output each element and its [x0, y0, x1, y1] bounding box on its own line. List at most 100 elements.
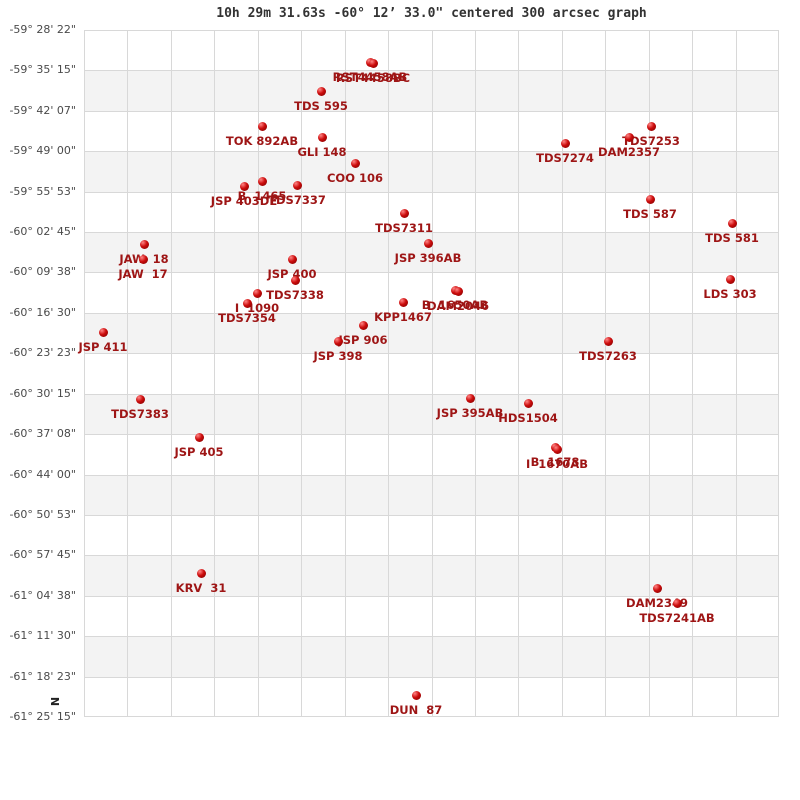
star-dot[interactable] — [287, 254, 297, 264]
gridline-vertical — [518, 30, 520, 717]
star-label[interactable]: TOK 892AB — [225, 134, 299, 148]
star-label[interactable]: GLI 148 — [297, 145, 347, 159]
star-dot[interactable] — [257, 121, 267, 131]
y-axis-tick-label: -61° 04' 38" — [9, 588, 76, 602]
star-label[interactable]: JAW 17 — [118, 267, 168, 281]
star-dot[interactable] — [398, 297, 408, 307]
y-axis-tick-label: -61° 25' 15" — [9, 710, 76, 723]
gridline-vertical — [561, 30, 563, 717]
star-label[interactable]: B 1650AB — [421, 298, 489, 312]
star-dot[interactable] — [523, 398, 533, 408]
star-dot[interactable] — [194, 432, 204, 442]
gridline-vertical — [301, 30, 303, 717]
y-axis-tick-label: -59° 42' 07" — [9, 103, 76, 117]
star-label[interactable]: JSP 396AB — [394, 251, 462, 265]
star-label[interactable]: KPP1467 — [374, 310, 432, 324]
star-dot[interactable] — [552, 444, 562, 454]
star-dot[interactable] — [350, 158, 360, 168]
star-label[interactable]: B 1465 — [237, 189, 287, 203]
star-label[interactable]: LDS 303 — [703, 287, 757, 301]
star-dot[interactable] — [257, 176, 267, 186]
star-dot[interactable] — [252, 288, 262, 298]
star-label[interactable]: TDS7241AB — [639, 611, 715, 625]
star-dot[interactable] — [196, 568, 206, 578]
star-label[interactable]: TDS7383 — [111, 407, 169, 421]
star-label[interactable]: TDS7354 — [218, 311, 276, 325]
star-label[interactable]: JSP 398 — [313, 349, 363, 363]
star-dot[interactable] — [465, 393, 475, 403]
star-label[interactable]: JSP 395AB — [436, 406, 504, 420]
star-label[interactable]: DAM2357 — [598, 145, 660, 159]
star-label[interactable]: RST4458BC — [335, 71, 411, 85]
star-label[interactable]: JAW 18 — [119, 252, 169, 266]
star-label[interactable]: TDS7274 — [536, 151, 594, 165]
star-dot[interactable] — [242, 298, 252, 308]
gridline-vertical — [344, 30, 346, 717]
y-axis-tick-label: -59° 55' 53" — [9, 184, 76, 198]
star-dot[interactable] — [290, 275, 300, 285]
star-dot[interactable] — [603, 336, 613, 346]
star-label[interactable]: JSP 403DE — [210, 194, 278, 208]
star-label[interactable]: DUN 87 — [389, 703, 443, 717]
gridline-vertical — [170, 30, 172, 717]
star-dot[interactable] — [727, 218, 737, 228]
star-dot[interactable] — [560, 138, 570, 148]
star-dot[interactable] — [646, 121, 656, 131]
star-dot[interactable] — [652, 583, 662, 593]
star-label[interactable]: TDS 587 — [623, 207, 677, 221]
y-axis-tick-label: -60° 16' 30" — [9, 305, 76, 319]
y-axis-tick-label: -61° 18' 23" — [9, 669, 76, 683]
y-axis-tick-label: -60° 02' 45" — [9, 225, 76, 239]
star-dot[interactable] — [368, 58, 378, 68]
star-label[interactable]: KRV 31 — [175, 581, 227, 595]
star-dot[interactable] — [624, 132, 634, 142]
star-label[interactable]: I 1670AB — [526, 457, 588, 471]
star-label[interactable]: TDS 595 — [294, 99, 348, 113]
star-label[interactable]: COO 106 — [326, 171, 384, 185]
y-axis-tick-label: -60° 57' 45" — [9, 548, 76, 562]
y-axis-tick-label: -60° 50' 53" — [9, 507, 76, 521]
star-dot[interactable] — [317, 132, 327, 142]
star-dot[interactable] — [98, 327, 108, 337]
star-label[interactable]: TDS7253 — [622, 134, 680, 148]
star-dot[interactable] — [135, 394, 145, 404]
star-dot[interactable] — [672, 598, 682, 608]
star-dot[interactable] — [292, 180, 302, 190]
star-label[interactable]: RST4458AB — [332, 70, 408, 84]
chart-title: 10h 29m 31.63s -60° 12’ 33.0" centered 3… — [216, 6, 647, 21]
star-label[interactable]: DAM2046 — [427, 299, 489, 313]
star-dot[interactable] — [725, 274, 735, 284]
y-axis-tick-label: -59° 49' 00" — [9, 144, 76, 158]
star-label[interactable]: DAM2349 — [626, 596, 688, 610]
y-axis-tick-label: -60° 09' 38" — [9, 265, 76, 279]
y-axis-tick-label: -60° 30' 15" — [9, 386, 76, 400]
star-label[interactable]: B 1678 — [530, 455, 580, 469]
star-dot[interactable] — [423, 238, 433, 248]
star-label[interactable]: JSP 411 — [78, 340, 128, 354]
star-label[interactable]: HDS1504 — [498, 411, 558, 425]
star-dot[interactable] — [411, 690, 421, 700]
gridline-vertical — [692, 30, 694, 717]
gridline-vertical — [127, 30, 129, 717]
star-label[interactable]: TDS 581 — [705, 231, 759, 245]
star-label[interactable]: TDS7311 — [375, 221, 433, 235]
star-dot[interactable] — [358, 320, 368, 330]
star-label[interactable]: TDS7337 — [268, 193, 326, 207]
plot-area — [84, 30, 779, 717]
star-dot[interactable] — [239, 181, 249, 191]
star-label[interactable]: TDS7263 — [579, 349, 637, 363]
star-label[interactable]: I 1090 — [234, 301, 280, 315]
star-dot[interactable] — [453, 286, 463, 296]
star-dot[interactable] — [139, 239, 149, 249]
y-axis-tick-label: -61° 11' 30" — [9, 629, 76, 643]
star-dot[interactable] — [645, 194, 655, 204]
star-label[interactable]: JSP 906 — [338, 333, 388, 347]
star-dot[interactable] — [399, 208, 409, 218]
star-label[interactable]: JSP 405 — [174, 445, 224, 459]
star-label[interactable]: TDS7338 — [266, 288, 324, 302]
star-dot[interactable] — [316, 86, 326, 96]
gridline-vertical — [474, 30, 476, 717]
star-dot[interactable] — [333, 336, 343, 346]
star-dot[interactable] — [138, 254, 148, 264]
